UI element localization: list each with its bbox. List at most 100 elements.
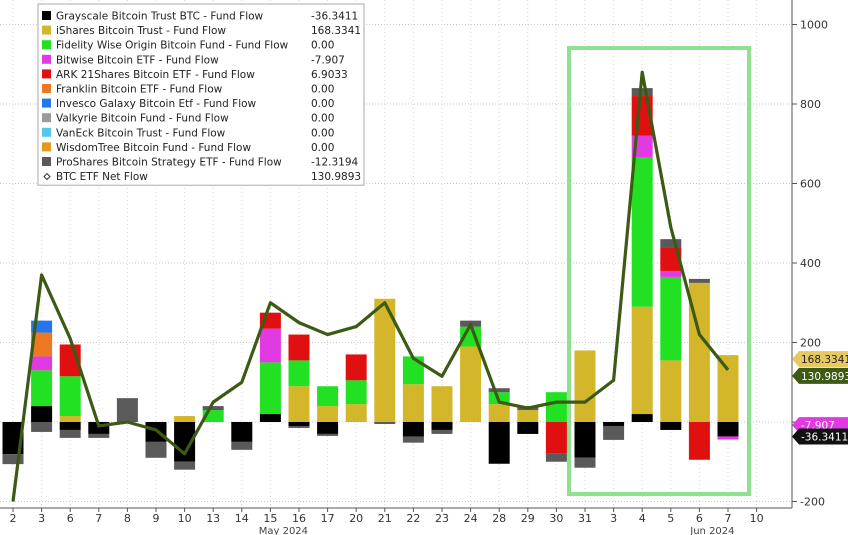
legend-value: -12.3194: [311, 157, 359, 169]
bar-segment: [545, 422, 567, 454]
bar-segment: [31, 422, 53, 432]
bar-segment: [660, 270, 682, 277]
bar-segment: [31, 370, 53, 407]
bar-segment: [31, 356, 53, 371]
x-tick-label: 31: [578, 512, 592, 525]
bar-segment: [402, 384, 424, 422]
legend-swatch: [42, 113, 51, 123]
legend-value: 0.00: [311, 113, 334, 125]
bar-segment: [288, 334, 310, 361]
bar-segment: [431, 386, 453, 422]
bar-segment: [488, 388, 510, 393]
x-tick-label: 6: [696, 512, 703, 525]
bar-segment: [317, 422, 339, 434]
x-tick-label: 28: [492, 512, 506, 525]
bar-segment: [603, 425, 625, 440]
legend-value: -7.907: [311, 54, 345, 66]
legend-label: VanEck Bitcoin Trust - Fund Flow: [56, 127, 226, 139]
bar-segment: [660, 360, 682, 422]
legend-value: 0.00: [311, 40, 334, 52]
legend-label: WisdomTree Bitcoin Fund - Fund Flow: [56, 142, 251, 154]
bar-segment: [660, 276, 682, 361]
x-tick-label: 14: [235, 512, 249, 525]
legend-label: Valkyrie Bitcoin Fund - Fund Flow: [56, 113, 229, 125]
x-tick-label: 3: [610, 512, 617, 525]
bar-segment: [145, 441, 167, 458]
bar-segment: [31, 320, 53, 333]
value-flag-shape: [792, 428, 848, 445]
x-tick-label: 6: [67, 512, 74, 525]
y-tick-label: -200: [800, 496, 825, 509]
x-tick-label: 21: [378, 512, 392, 525]
x-tick-label: 17: [321, 512, 335, 525]
bar-segment: [231, 422, 253, 442]
bar-segment: [59, 376, 81, 417]
legend-line-marker: [43, 172, 51, 181]
bar-segment: [317, 433, 339, 436]
bar-segment: [59, 429, 81, 438]
legend-swatch: [42, 84, 51, 93]
bar-segment: [545, 453, 567, 462]
bar-segment: [517, 410, 539, 422]
month-label: Jun 2024: [689, 526, 734, 535]
legend-label: ARK 21Shares Bitcoin ETF - Fund Flow: [56, 69, 255, 81]
bar-segment: [488, 404, 510, 422]
legend-swatch: [42, 54, 51, 64]
legend-swatch: [42, 40, 51, 50]
bar-segment: [288, 386, 310, 422]
bar-segment: [545, 392, 567, 422]
bar-segment: [688, 278, 710, 283]
legend-swatch: [42, 142, 51, 152]
legend-swatch: [42, 69, 51, 79]
bar-segment: [317, 406, 339, 422]
legend-value: 6.9033: [311, 69, 348, 81]
x-tick-label: 29: [521, 512, 535, 525]
x-tick-label: 8: [124, 512, 131, 525]
bar-segment: [259, 414, 281, 422]
bar-segment: [31, 406, 53, 422]
legend-label: ProShares Bitcoin Strategy ETF - Fund Fl…: [56, 157, 282, 169]
legend-value: 168.3341: [311, 25, 361, 37]
bar-segment: [174, 461, 196, 470]
legend-swatch: [42, 25, 51, 35]
bar-segment: [374, 298, 396, 422]
value-flag: -36.3411: [792, 428, 848, 445]
value-flag-shape: [792, 351, 848, 368]
bar-segment: [660, 422, 682, 430]
bar-segment: [717, 355, 739, 422]
bar-segment: [631, 414, 653, 422]
value-flag: 168.3341: [792, 351, 848, 368]
legend-box: [37, 3, 365, 186]
y-tick-label: 400: [800, 257, 821, 270]
bars: [2, 88, 739, 470]
x-tick-label: 23: [435, 512, 449, 525]
legend-label: iShares Bitcoin Trust - Fund Flow: [56, 25, 226, 37]
x-tick-label: 2: [10, 512, 17, 525]
bar-segment: [660, 239, 682, 248]
net-flow-polyline: [11, 70, 730, 502]
bar-segment: [202, 406, 224, 411]
legend-value: 0.00: [311, 98, 334, 110]
bar-segment: [59, 416, 81, 422]
bar-segment: [174, 422, 196, 462]
x-tick-label: 20: [349, 512, 363, 525]
legend-value: -36.3411: [311, 11, 358, 23]
value-flag-text: 168.3341: [801, 354, 848, 366]
legend-value: 0.00: [311, 84, 334, 96]
value-flag-shape: [792, 367, 848, 384]
bar-segment: [431, 422, 453, 430]
x-tick-label: 4: [639, 512, 646, 525]
bar-segment: [59, 422, 81, 430]
bar-segment: [231, 441, 253, 450]
value-flag-text: 130.9893: [801, 371, 848, 383]
y-tick-label: 200: [800, 337, 821, 350]
bar-segment: [574, 457, 596, 468]
bar-segment: [402, 436, 424, 443]
bar-segment: [174, 416, 196, 422]
legend-label: BTC ETF Net Flow: [56, 171, 148, 183]
bar-segment: [31, 332, 53, 357]
bar-segment: [402, 422, 424, 437]
x-tick-label: 13: [206, 512, 220, 525]
